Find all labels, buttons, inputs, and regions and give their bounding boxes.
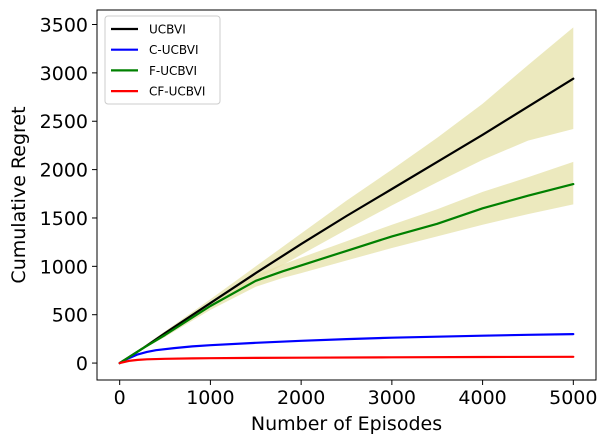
legend-label-ucbvi: UCBVI [149, 23, 186, 37]
y-tick-label: 500 [52, 305, 88, 327]
y-tick-label: 0 [76, 353, 88, 375]
legend-label-c-ucbvi: C-UCBVI [149, 43, 198, 57]
y-tick-label: 1500 [40, 208, 88, 230]
y-tick-label: 2000 [40, 160, 88, 182]
y-tick-label: 3500 [40, 15, 88, 37]
line-ucbvi [118, 77, 575, 365]
line-f-ucbvi [118, 183, 575, 365]
band-f-ucbvi [119, 161, 574, 364]
legend: UCBVI C-UCBVI F-UCBVI CF-UCBVI [104, 15, 221, 105]
plot-frame [96, 9, 597, 381]
series-lines [118, 77, 575, 365]
legend-box [104, 15, 221, 105]
y-tick-label: 3000 [40, 63, 88, 85]
legend-label-cf-ucbvi: CF-UCBVI [149, 85, 205, 99]
y-axis-label: Cumulative Regret [8, 106, 30, 283]
line-c-ucbvi [118, 333, 575, 365]
x-tick-label: 3000 [368, 387, 416, 409]
x-axis-ticks: 0 1000 2000 3000 4000 5000 [114, 380, 597, 409]
x-tick-label: 0 [114, 387, 126, 409]
y-tick-label: 1000 [40, 256, 88, 278]
x-axis-label: Number of Episodes [251, 413, 442, 435]
x-tick-label: 1000 [186, 387, 234, 409]
y-axis-ticks: 0 500 1000 1500 2000 2500 3000 3500 [40, 15, 97, 375]
y-tick-label: 2500 [40, 111, 88, 133]
line-cf-ucbvi [118, 355, 575, 365]
x-tick-label: 2000 [277, 387, 325, 409]
legend-label-f-ucbvi: F-UCBVI [149, 64, 197, 78]
x-tick-label: 4000 [458, 387, 506, 409]
confidence-bands [119, 27, 574, 364]
x-tick-label: 5000 [549, 387, 597, 409]
